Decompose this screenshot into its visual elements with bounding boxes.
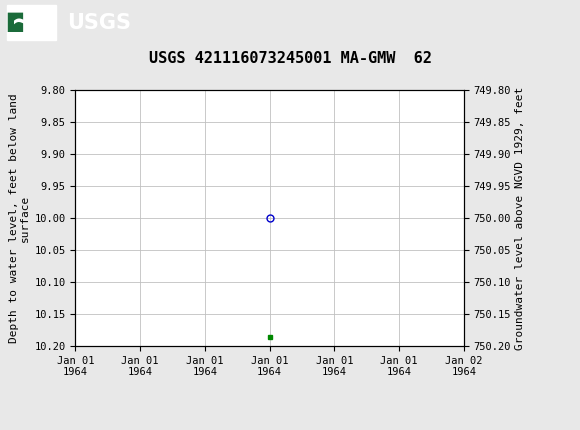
Text: USGS 421116073245001 MA-GMW  62: USGS 421116073245001 MA-GMW 62 — [148, 51, 432, 65]
Bar — [7, 6, 56, 40]
Text: ~: ~ — [11, 9, 34, 37]
Text: USGS: USGS — [67, 12, 130, 33]
Text: █: █ — [8, 13, 23, 32]
Y-axis label: Groundwater level above NGVD 1929, feet: Groundwater level above NGVD 1929, feet — [516, 86, 525, 350]
Y-axis label: Depth to water level, feet below land
surface: Depth to water level, feet below land su… — [9, 93, 30, 343]
